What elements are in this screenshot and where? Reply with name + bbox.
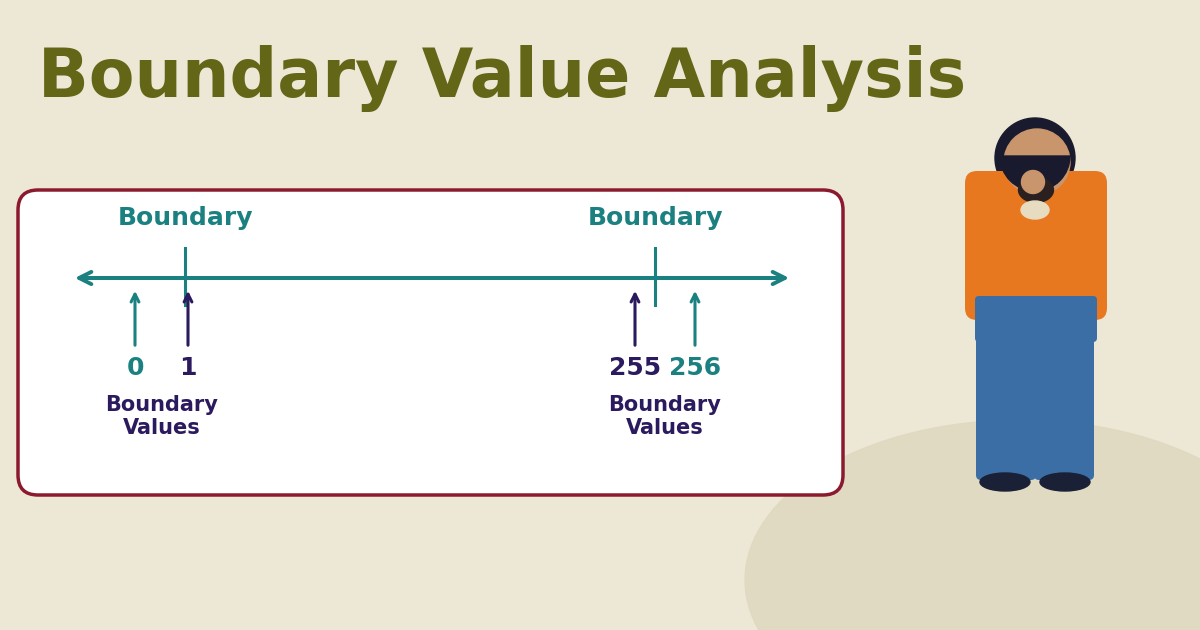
Text: 1: 1 — [179, 356, 197, 380]
Text: Boundary Value Analysis: Boundary Value Analysis — [38, 45, 966, 112]
Ellipse shape — [745, 420, 1200, 630]
Text: 255: 255 — [608, 356, 661, 380]
FancyArrowPatch shape — [980, 191, 1027, 227]
Circle shape — [1021, 171, 1044, 193]
Text: 0: 0 — [126, 356, 144, 380]
FancyBboxPatch shape — [18, 190, 842, 495]
FancyArrowPatch shape — [1084, 234, 1090, 297]
Text: Boundary: Boundary — [118, 206, 253, 230]
Wedge shape — [1000, 156, 1070, 191]
Ellipse shape — [1040, 473, 1090, 491]
Text: Boundary
Values: Boundary Values — [608, 395, 721, 438]
Text: 256: 256 — [668, 356, 721, 380]
FancyBboxPatch shape — [976, 325, 1036, 480]
Circle shape — [1004, 129, 1070, 195]
Ellipse shape — [1019, 178, 1054, 202]
Ellipse shape — [1021, 201, 1049, 219]
Text: Boundary: Boundary — [587, 206, 722, 230]
FancyBboxPatch shape — [1034, 325, 1094, 480]
Circle shape — [995, 118, 1075, 198]
Ellipse shape — [980, 473, 1030, 491]
FancyBboxPatch shape — [965, 171, 1108, 320]
Text: Boundary
Values: Boundary Values — [106, 395, 218, 438]
FancyBboxPatch shape — [974, 296, 1097, 342]
